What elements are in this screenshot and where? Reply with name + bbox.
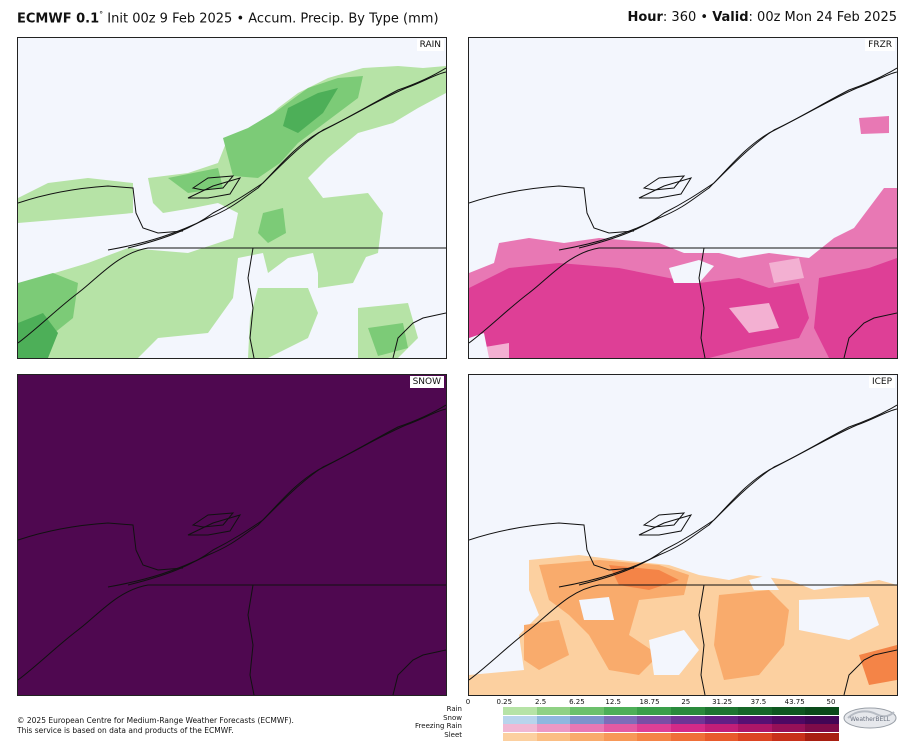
legend-swatch-frzr <box>603 724 638 732</box>
legend-swatch-frzr <box>503 724 538 732</box>
legend-swatch-icep <box>536 732 571 741</box>
valid-info: Hour: 360 • Valid: 00z Mon 24 Feb 2025 <box>627 10 897 25</box>
panel-label-frzr: FRZR <box>865 39 895 51</box>
legend-swatch-icep <box>503 732 538 741</box>
panel-label-snow: SNOW <box>409 376 444 388</box>
map-title: ECMWF 0.1° Init 00z 9 Feb 2025 • Accum. … <box>17 10 439 26</box>
legend-tick: 25 <box>681 698 691 706</box>
legend-swatch-frzr <box>570 724 605 732</box>
legend-tick: 31.25 <box>712 698 733 706</box>
degree-mark: ° <box>99 10 104 19</box>
legend-swatch-snow <box>637 715 672 724</box>
legend-row-label: Freezing Rain <box>415 722 462 730</box>
legend-swatch-icep <box>671 732 706 741</box>
frzr-map <box>469 67 897 358</box>
legend-swatch-frzr <box>704 724 739 732</box>
valid-value: : 00z Mon 24 Feb 2025 <box>748 10 897 25</box>
legend-swatch-rain <box>704 707 739 715</box>
legend-swatch-snow <box>536 715 571 724</box>
legend-swatch-rain <box>671 707 706 715</box>
legend-swatch-frzr <box>637 724 672 732</box>
legend-swatch-snow <box>805 715 840 724</box>
legend-swatch-snow <box>738 715 773 724</box>
legend-row-label: Snow <box>443 713 462 722</box>
legend-swatch-rain <box>805 707 840 715</box>
legend-swatch-snow <box>570 715 605 724</box>
legend-swatch-rain <box>637 707 672 715</box>
legend-tick: 2.5 <box>535 698 547 706</box>
legend-tick: 18.75 <box>639 698 660 706</box>
icep-map <box>469 404 897 695</box>
legend-swatch-rain <box>570 707 605 715</box>
legend-swatch-snow <box>704 715 739 724</box>
legend-swatch-frzr <box>536 724 571 732</box>
legend-swatch-snow <box>671 715 706 724</box>
legend-swatch-icep <box>637 732 672 741</box>
hour-value: : 360 • <box>662 10 713 25</box>
legend-swatch-frzr <box>671 724 706 732</box>
copyright-line-1: © 2025 European Centre for Medium-Range … <box>17 716 294 725</box>
legend-swatch-rain <box>738 707 773 715</box>
legend-swatch-rain <box>603 707 638 715</box>
legend-swatch-frzr <box>805 724 840 732</box>
legend-swatch-rain <box>503 707 538 715</box>
legend-tick: 50 <box>826 698 836 706</box>
frzr-panel: FRZR <box>468 37 898 359</box>
legend-row-label: Rain <box>446 705 462 713</box>
copyright-line-2: This service is based on data and produc… <box>17 726 234 735</box>
legend-swatch-rain <box>771 707 806 715</box>
copyright-text: © 2025 European Centre for Medium-Range … <box>17 716 294 736</box>
logo-text: WeatherBELL <box>850 716 891 723</box>
legend-swatch-frzr <box>771 724 806 732</box>
snow-map <box>18 375 446 695</box>
legend-swatch-icep <box>603 732 638 741</box>
legend-tick: 0.25 <box>496 698 513 706</box>
rain-panel: RAIN <box>17 37 447 359</box>
hour-label: Hour <box>627 10 663 25</box>
legend-swatch-icep <box>771 732 806 741</box>
legend-swatch-icep <box>738 732 773 741</box>
snow-panel: SNOW <box>17 374 447 696</box>
precip-legend: 0 0.25 2.5 6.25 12.5 18.75 25 31.25 37.5 43.75 50 … <box>415 698 840 748</box>
logo-graphic: WeatherBELL <box>843 707 897 729</box>
legend-tick: 0 <box>465 698 471 706</box>
rain-map <box>18 66 446 358</box>
model-name: ECMWF 0.1 <box>17 11 100 27</box>
legend-tick: 43.75 <box>784 698 805 706</box>
legend-tick: 12.5 <box>605 698 621 706</box>
legend-swatch-snow <box>503 715 538 724</box>
init-text: Init 00z 9 Feb 2025 • Accum. Precip. By … <box>103 11 439 27</box>
legend-swatch-snow <box>771 715 806 724</box>
panel-label-rain: RAIN <box>416 39 444 51</box>
panel-label-icep: ICEP <box>868 376 895 388</box>
legend-swatch-frzr <box>738 724 773 732</box>
legend-swatch-snow <box>603 715 638 724</box>
legend-row-label: Sleet <box>444 730 462 739</box>
legend-swatch-icep <box>570 732 605 741</box>
valid-label: Valid <box>712 10 749 25</box>
legend-swatch-icep <box>805 732 840 741</box>
icep-panel: ICEP <box>468 374 898 696</box>
legend-tick: 6.25 <box>569 698 585 706</box>
weatherbell-logo: WeatherBELL <box>842 706 898 730</box>
legend-swatch-icep <box>704 732 739 741</box>
legend-tick: 37.5 <box>750 698 767 706</box>
legend-swatch-rain <box>536 707 571 715</box>
